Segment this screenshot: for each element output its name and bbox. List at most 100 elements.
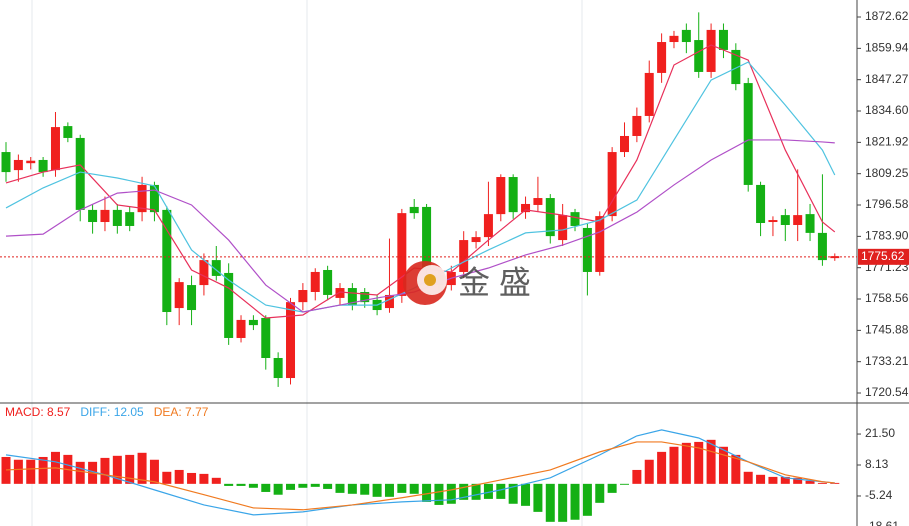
candle-body xyxy=(224,272,234,338)
macd-bar xyxy=(422,483,432,502)
macd-bar xyxy=(187,472,197,484)
macd-bar xyxy=(459,483,469,500)
y-tick-label: -5.24 xyxy=(865,488,893,502)
macd-bar xyxy=(224,483,234,486)
candle-body xyxy=(199,260,209,286)
candle-body xyxy=(38,159,48,173)
macd-bar xyxy=(149,459,159,484)
macd-bar xyxy=(125,454,135,484)
candle-body xyxy=(323,269,333,295)
macd-bar xyxy=(372,483,382,497)
candle-body xyxy=(88,209,98,223)
candle-body xyxy=(409,206,419,214)
macd-bar xyxy=(286,483,296,490)
candle-body xyxy=(780,215,790,225)
macd-bar xyxy=(743,471,753,484)
candle-body xyxy=(595,216,605,272)
candle-body xyxy=(496,177,506,215)
candle-body xyxy=(384,294,394,309)
candle-body xyxy=(298,290,308,303)
candle-body xyxy=(112,209,122,226)
y-tick-label: 1783.90 xyxy=(865,229,909,243)
macd-bar xyxy=(558,483,568,522)
macd-bar xyxy=(273,483,283,495)
macd-bar xyxy=(545,483,555,522)
candle-body xyxy=(558,215,568,241)
candle-body xyxy=(545,198,555,237)
candle-body xyxy=(620,135,629,153)
macd-bar xyxy=(620,483,629,485)
indicator-line xyxy=(5,441,835,511)
y-tick-label: 8.13 xyxy=(865,457,889,471)
macd-bar xyxy=(323,483,333,489)
candle-body xyxy=(187,285,197,311)
candle-body xyxy=(632,115,642,136)
macd-bar xyxy=(805,480,815,484)
macd-bar xyxy=(768,476,778,484)
candle-body xyxy=(817,232,827,261)
macd-bar xyxy=(669,446,679,484)
candle-body xyxy=(582,227,592,272)
candle-body xyxy=(830,256,840,259)
candle-body xyxy=(149,184,159,213)
candle-body xyxy=(211,260,221,276)
y-tick-label: -18.61 xyxy=(865,519,899,526)
logo xyxy=(424,274,436,286)
macd-bar xyxy=(718,446,728,484)
macd-bar xyxy=(298,483,308,488)
y-tick-label: 1745.88 xyxy=(865,323,909,337)
candle-body xyxy=(360,291,370,303)
macd-bar xyxy=(335,483,345,493)
macd-bar xyxy=(137,452,147,484)
candle-body xyxy=(236,319,246,338)
macd-bar xyxy=(570,483,580,520)
macd-bar xyxy=(26,459,36,484)
candle-body xyxy=(793,215,803,225)
candle-body xyxy=(471,237,481,243)
candle-body xyxy=(174,282,184,309)
candle-body xyxy=(533,198,543,205)
candle-body xyxy=(335,288,345,298)
candle-body xyxy=(694,40,704,72)
macd-bar xyxy=(384,483,394,497)
y-tick-label: 1720.54 xyxy=(865,385,909,399)
macd-bar xyxy=(508,483,518,504)
candle-body xyxy=(248,319,258,326)
macd-bar xyxy=(793,477,803,484)
candle-body xyxy=(50,127,60,171)
candle-body xyxy=(743,83,753,185)
macd-bar xyxy=(607,483,617,493)
candle-body xyxy=(137,184,147,213)
y-tick-label: 1733.21 xyxy=(865,354,909,368)
watermark-text: 金 盛 xyxy=(458,264,531,300)
macd-bar xyxy=(817,482,827,484)
candle-body xyxy=(718,29,728,50)
y-tick-label: 1796.58 xyxy=(865,197,909,211)
macd-bar xyxy=(471,483,481,500)
candle-body xyxy=(75,137,85,210)
macd-bar xyxy=(162,471,172,484)
macd-bar xyxy=(830,482,840,484)
macd-bar xyxy=(657,451,667,484)
macd-bar xyxy=(434,483,444,505)
macd-bar xyxy=(75,461,85,484)
macd-header: MACD: 8.57 xyxy=(5,405,71,419)
vertical-grid xyxy=(31,0,583,526)
macd-bar xyxy=(112,455,122,484)
candle-body xyxy=(483,214,493,238)
macd-bar xyxy=(756,474,766,484)
macd-bar xyxy=(236,483,246,486)
candle-body xyxy=(162,209,172,313)
macd-bar xyxy=(644,459,654,484)
macd-bar xyxy=(496,483,506,499)
candle-body xyxy=(706,29,716,72)
macd-bar xyxy=(533,483,543,512)
macd-bar xyxy=(632,469,642,484)
candle-body xyxy=(422,206,432,270)
candle-body xyxy=(286,302,296,379)
macd-bar xyxy=(780,476,790,484)
candle-body xyxy=(459,240,469,272)
macd-bar xyxy=(360,483,370,495)
candle-body xyxy=(657,42,667,73)
